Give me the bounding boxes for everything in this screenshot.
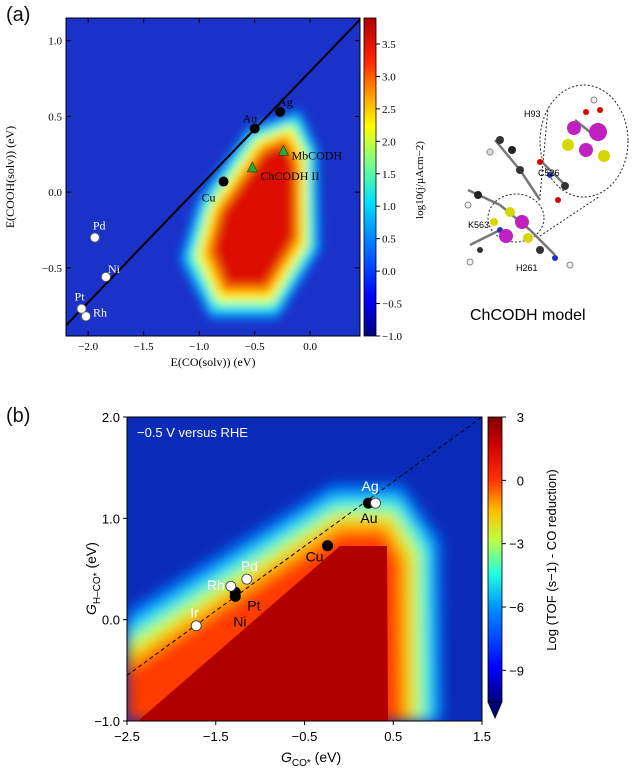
point-label-a-pd: Pd — [93, 219, 106, 233]
point-label-b-pd: Pd — [241, 558, 258, 574]
inset-focus-ellipse — [487, 193, 545, 243]
point-b-pd — [241, 573, 253, 585]
point-label-a-pt: Pt — [75, 290, 86, 304]
colorbar-b-extension — [487, 701, 503, 719]
y-tick-label-b: 2.0 — [102, 410, 120, 425]
scaling-line-a — [66, 18, 360, 327]
colorbar-tick-label-a: −1.0 — [382, 331, 402, 343]
inset-label-h93: H93 — [524, 109, 541, 119]
point-b-ir — [190, 620, 202, 632]
axes-frame-a — [65, 17, 361, 337]
point-label-a-mbcodh: MbCODH — [291, 148, 342, 162]
colorbar-tick-label-a: 2.5 — [382, 104, 396, 116]
point-a-cu — [218, 176, 229, 187]
colorbar-label-b: Log (TOF (s−1) - CO reduction) — [544, 469, 559, 650]
x-tick-label-a: −1.0 — [189, 341, 209, 353]
y-tick-label-b: −1.0 — [94, 714, 120, 729]
colorbar-tick-label-a: −0.5 — [382, 299, 402, 311]
colorbar-tick-label-b: −9 — [509, 663, 524, 678]
annotation-b: −0.5 V versus RHE — [137, 425, 248, 440]
y-tick-label-a: −0.5 — [42, 263, 62, 275]
scaling-line-b — [127, 417, 482, 676]
x-tick-label-b: 1.5 — [473, 729, 491, 744]
inset-label-k563: K563 — [468, 220, 489, 230]
colorbar-tick-label-a: 3.0 — [382, 71, 396, 83]
point-a-ag — [275, 106, 286, 117]
point-label-a-cu: Cu — [202, 191, 216, 205]
inset-label-c526: C526 — [538, 168, 560, 178]
point-label-a-rh: Rh — [93, 305, 107, 319]
colorbar-tick-label-b: 3 — [517, 410, 524, 425]
colorbar-a — [363, 17, 377, 337]
point-label-b-ni: Ni — [233, 613, 246, 629]
y-axis-label-a: E(COOH(solv)) (eV) — [3, 126, 17, 228]
x-axis-label-b-unit: (eV) — [311, 749, 341, 765]
y-tick-label-b: 0.0 — [102, 613, 120, 628]
colorbar-tick-label-b: −3 — [509, 537, 524, 552]
x-tick-label-b: −1.5 — [203, 729, 229, 744]
colorbar-tick-label-a: 0.5 — [382, 234, 396, 246]
x-axis-label-a: E(CO(solv)) (eV) — [171, 355, 256, 369]
point-a-rh — [81, 311, 91, 322]
colorbar-tick-label-a: 3.5 — [382, 39, 396, 51]
x-tick-label-b: −0.5 — [292, 729, 318, 744]
point-a-chcodh-ii — [246, 161, 258, 173]
point-label-b-pt: Pt — [247, 597, 260, 613]
y-tick-label-a: 0.5 — [48, 111, 62, 123]
x-axis-label-b-sub: CO* — [292, 758, 311, 769]
y-tick-label-b: 1.0 — [102, 511, 120, 526]
point-b-ni — [229, 590, 241, 602]
inset-zoom-ellipse — [539, 84, 629, 198]
point-label-a-ni: Ni — [108, 262, 121, 276]
colorbar-tick-label-a: 2.0 — [382, 136, 396, 148]
colorbar-label-a: log10(j/µAcm−2) — [414, 141, 426, 219]
point-a-ni — [101, 272, 111, 282]
point-b-rh — [225, 580, 237, 592]
x-tick-label-a: 0.0 — [303, 341, 317, 353]
inset-caption: ChCODH model — [470, 307, 586, 324]
heatmap-b — [127, 417, 482, 721]
x-axis-label-b: GCO* (eV) — [281, 749, 341, 769]
x-tick-label-a: −1.5 — [134, 341, 154, 353]
x-tick-label-a: −0.5 — [245, 341, 265, 353]
inset-label-h261: H261 — [516, 263, 538, 273]
molecule-illustration — [464, 84, 629, 269]
colorbar-tick-label-a: 0.0 — [382, 266, 396, 278]
y-axis-label-b-sub: H–CO* — [92, 572, 103, 604]
point-label-b-cu: Cu — [306, 549, 324, 565]
y-axis-label-b-main: G — [83, 604, 99, 615]
x-tick-label-b: 0.5 — [384, 729, 402, 744]
point-a-pt — [76, 303, 87, 314]
colorbar-tick-label-b: 0 — [517, 473, 524, 488]
colorbar-tick-label-b: −6 — [509, 600, 524, 615]
point-label-b-ag: Ag — [362, 478, 379, 494]
point-label-b-au: Au — [360, 510, 377, 526]
point-label-a-au: Au — [243, 112, 258, 126]
colorbar-tick-label-a: 1.0 — [382, 201, 396, 213]
point-label-b-ir: Ir — [190, 605, 199, 621]
point-b-cu — [322, 540, 334, 552]
y-axis-label-b-unit: (eV) — [83, 542, 99, 572]
point-label-b-rh: Rh — [207, 577, 225, 593]
x-tick-label-a: −2.0 — [78, 341, 98, 353]
y-tick-label-a: 1.0 — [48, 36, 62, 48]
colorbar-tick-label-a: 1.5 — [382, 169, 396, 181]
x-axis-label-b-main: G — [281, 749, 292, 765]
x-tick-label-b: −2.5 — [114, 729, 140, 744]
point-label-a-ag: Ag — [278, 95, 293, 109]
y-axis-label-b: GH–CO* (eV) — [83, 542, 103, 615]
panel-label-a: (a) — [6, 4, 31, 26]
point-a-pd — [89, 232, 100, 243]
point-label-a-chcodh-ii: ChCODH II — [260, 169, 319, 183]
colorbar-b — [487, 416, 503, 703]
y-tick-label-a: 0.0 — [48, 187, 62, 199]
point-b-ag — [370, 497, 381, 509]
point-a-mbcodh — [277, 144, 289, 156]
point-a-au — [249, 123, 260, 134]
panel-label-b: (b) — [6, 405, 31, 427]
